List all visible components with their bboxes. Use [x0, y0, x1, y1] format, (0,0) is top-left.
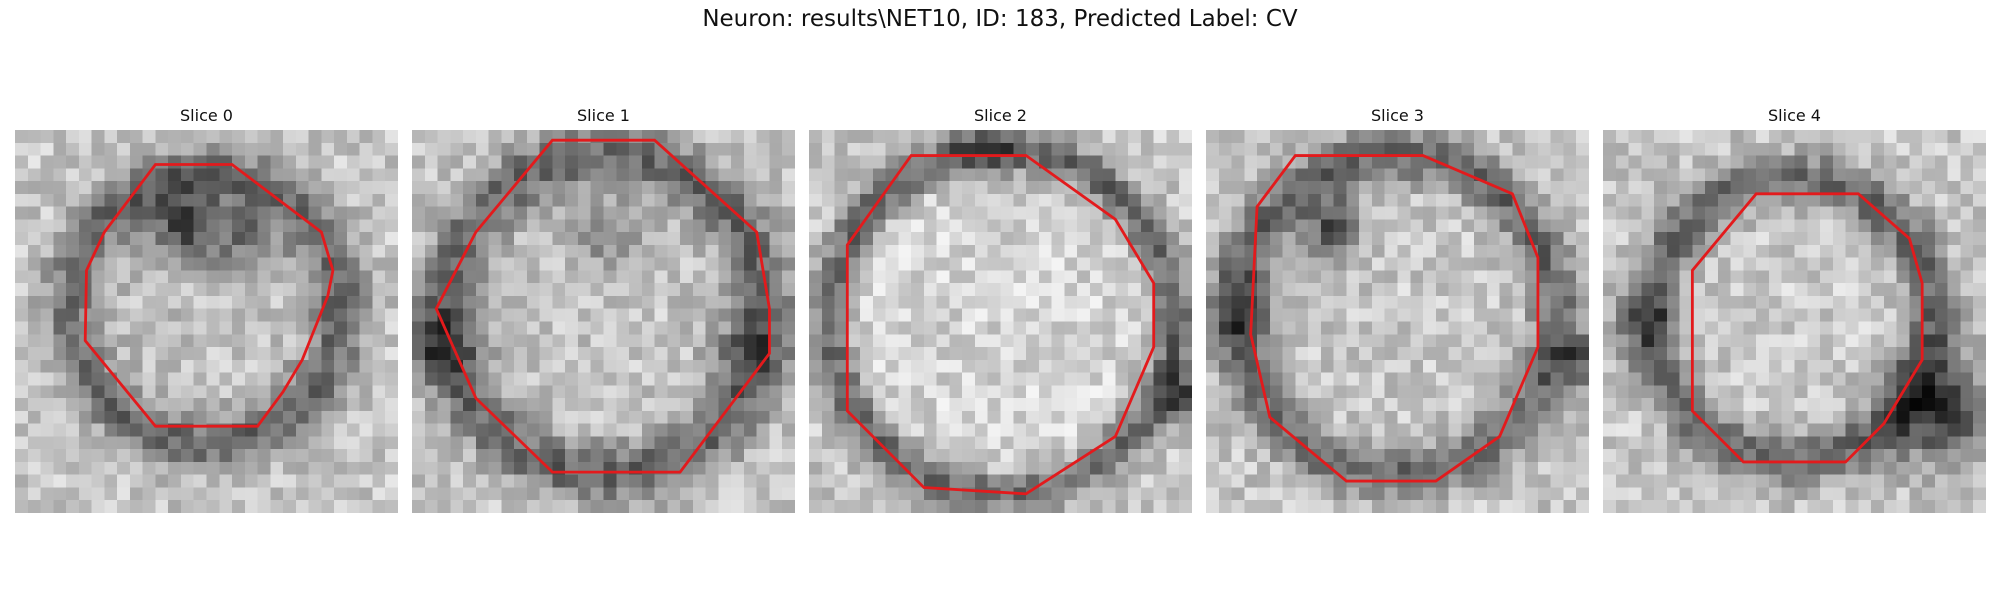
micrograph-pixels	[1603, 130, 1986, 513]
micrograph-pixels	[412, 130, 795, 513]
roi-contour	[83, 163, 335, 428]
slice-title: Slice 1	[577, 106, 630, 125]
roi-contour	[845, 154, 1156, 496]
slice-image	[1206, 130, 1589, 513]
roi-contour	[1690, 192, 1924, 464]
slice-panel-0: Slice 0	[15, 104, 398, 513]
slice-panel-3: Slice 3	[1206, 104, 1589, 513]
roi-contour	[434, 138, 771, 474]
slice-image	[15, 130, 398, 513]
slice-panel-4: Slice 4	[1603, 104, 1986, 513]
slice-title: Slice 2	[974, 106, 1027, 125]
slice-image	[412, 130, 795, 513]
roi-contour	[1249, 154, 1540, 483]
micrograph-pixels	[15, 130, 398, 513]
micrograph-pixels	[809, 130, 1192, 513]
slice-title: Slice 4	[1768, 106, 1821, 125]
figure-title: Neuron: results\NET10, ID: 183, Predicte…	[702, 6, 1298, 32]
slice-image	[1603, 130, 1986, 513]
slice-panel-1: Slice 1	[412, 104, 795, 513]
slice-panel-2: Slice 2	[809, 104, 1192, 513]
micrograph-pixels	[1206, 130, 1589, 513]
slice-title: Slice 0	[180, 106, 233, 125]
slice-title: Slice 3	[1371, 106, 1424, 125]
slice-image	[809, 130, 1192, 513]
